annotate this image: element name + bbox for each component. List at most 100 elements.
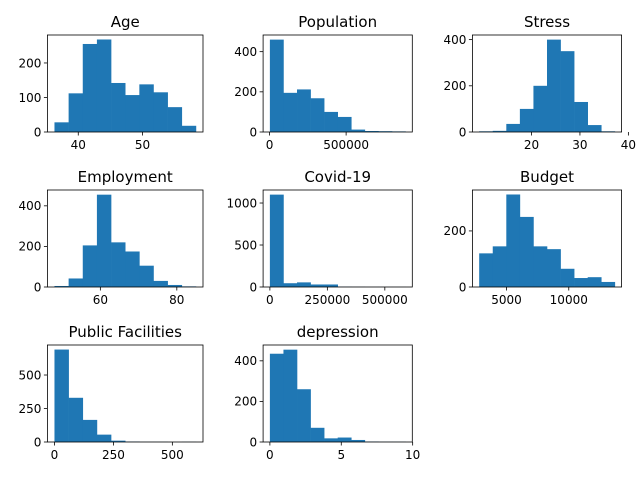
y-tick-label: 0 [34, 280, 42, 294]
histogram-bar [324, 111, 338, 132]
x-tick-label: 0 [266, 293, 274, 307]
x-tick-label: 5000 [491, 293, 522, 307]
y-tick-label: 0 [249, 435, 257, 449]
histogram-bar [68, 93, 84, 132]
histogram-bar [68, 278, 84, 287]
y-tick-label: 400 [443, 33, 466, 47]
histogram-bar [506, 123, 521, 132]
x-tick-label: 30 [572, 138, 587, 152]
histogram-bar [587, 277, 602, 287]
histogram-bar [560, 51, 575, 132]
subplot-title: depression [297, 323, 379, 341]
histogram-bar [269, 353, 284, 442]
histogram-bar [560, 268, 575, 287]
y-tick-label: 400 [18, 199, 41, 213]
x-tick-label: 10 [405, 448, 420, 462]
histogram-bar [492, 246, 507, 287]
axes-frame [262, 34, 413, 133]
x-tick-label: 80 [169, 293, 184, 307]
x-tick-label: 250 [102, 448, 125, 462]
axes-frame [47, 34, 204, 133]
axes-frame [471, 34, 622, 133]
y-tick-label: 200 [18, 56, 41, 70]
histogram-bar [269, 194, 284, 287]
x-tick-label: 5 [337, 448, 345, 462]
histogram-bar [337, 437, 352, 442]
y-tick-label: 1000 [227, 196, 258, 210]
histogram-bar [574, 278, 588, 287]
axes-frame [471, 189, 622, 288]
y-tick-label: 500 [234, 238, 257, 252]
subplot-title: Employment [78, 168, 173, 186]
histogram-bar [54, 349, 69, 442]
histogram-bar [310, 98, 325, 132]
x-tick-label: 0 [51, 448, 59, 462]
y-tick-label: 0 [459, 280, 467, 294]
histogram-bar [153, 280, 168, 287]
histogram-bar [82, 245, 98, 287]
y-tick-label: 200 [443, 224, 466, 238]
histogram-bar [167, 284, 183, 287]
y-tick-label: 200 [234, 85, 257, 99]
y-tick-label: 200 [18, 240, 41, 254]
subplot-4: Employment 60 80 0 200 400 [18, 168, 204, 307]
subplot-title: Covid-19 [304, 168, 371, 186]
x-tick-label: 40 [621, 138, 636, 152]
axes-frame [262, 344, 413, 443]
histogram-bar [111, 242, 126, 287]
y-tick-label: 0 [249, 280, 257, 294]
y-tick-label: 500 [18, 368, 41, 382]
histogram-bar [310, 284, 325, 287]
y-tick-label: 0 [34, 125, 42, 139]
histogram-bar [54, 122, 69, 132]
histogram-bar [364, 130, 379, 132]
axes-frame [47, 189, 204, 288]
subplot-8: depression 0 5 10 0 200 400 [234, 323, 420, 462]
histogram-bar [283, 349, 298, 442]
subplot-title: Stress [524, 13, 570, 31]
y-tick-label: 0 [459, 125, 467, 139]
subplot-title: Public Facilities [68, 323, 182, 341]
histogram-bar [351, 439, 366, 442]
axes-frame [47, 344, 204, 443]
x-tick-label: 0 [266, 448, 274, 462]
y-tick-label: 200 [234, 395, 257, 409]
x-tick-label: 10000 [550, 293, 588, 307]
histogram-bar [96, 39, 112, 132]
histogram-bar [533, 85, 548, 132]
histogram-bar [601, 281, 616, 287]
y-tick-label: 250 [18, 402, 41, 416]
histogram-bar [153, 92, 168, 132]
y-tick-label: 100 [18, 91, 41, 105]
histogram-bar [324, 284, 338, 287]
histogram-bar [82, 419, 98, 442]
histogram-bar [111, 82, 126, 132]
histogram-bar [479, 253, 494, 287]
histogram-bar [337, 116, 352, 132]
histogram-bar [82, 43, 98, 132]
subplot-7: Public Facilities 0 250 500 0 250 500 [18, 323, 204, 462]
histogram-bar [492, 130, 507, 132]
x-tick-label: 60 [93, 293, 108, 307]
histogram-bar [181, 125, 197, 132]
y-tick-label: 400 [234, 354, 257, 368]
histogram-bar [297, 282, 311, 287]
histogram-bar [547, 39, 561, 132]
histogram-bar [587, 125, 602, 132]
subplot-title: Age [111, 13, 140, 31]
histogram-bar [547, 249, 561, 287]
histogram-bar [297, 89, 311, 132]
subplot-6: Budget 5000 10000 0 200 [443, 168, 622, 307]
histogram-bar [269, 39, 284, 132]
histogram-bar [283, 92, 298, 132]
y-tick-label: 400 [234, 45, 257, 59]
histogram-bar [125, 251, 140, 287]
histogram-bar [283, 283, 298, 287]
y-tick-label: 200 [443, 79, 466, 93]
histogram-bar [310, 427, 325, 442]
x-tick-label: 500 [161, 448, 184, 462]
x-tick-label: 250000 [304, 293, 350, 307]
histogram-bar [297, 389, 311, 442]
